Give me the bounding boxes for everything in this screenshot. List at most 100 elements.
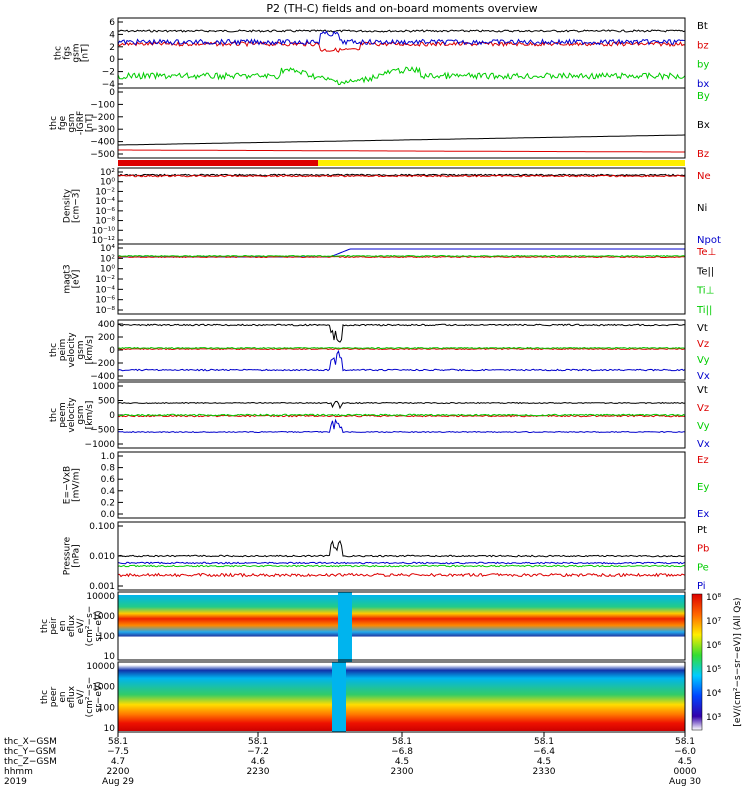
y-tick-label: −1000 [85,440,116,450]
panel-6: thc peem velocity gsm [km/s] 1000 500 0 −500 −100… [49,381,710,450]
y-tick-label: 10⁻⁴ [95,285,115,295]
y-tick-label: −400 [90,138,115,148]
y-axis-label: [eV] [72,270,82,289]
y-axis-label: thc [54,46,64,60]
series-vy [117,413,686,417]
y-tick-label: 10⁻⁴ [95,197,115,207]
legend-entry: Vx [697,439,710,450]
bottom-value: −7.5 [107,747,129,757]
bottom-value: 4.5 [537,757,551,767]
bottom-value: 0000 [674,767,697,777]
legend-entry: Pi [697,581,706,592]
y-axis-label: eV/ [76,689,86,705]
legend-entry: Ez [697,455,709,466]
series-vy [117,346,686,350]
y-tick-label: 0.6 [101,475,116,485]
bottom-value: Aug 30 [669,777,701,787]
y-axis-label: [cm−3] [72,189,82,223]
y-axis-label: peer [49,686,59,707]
panel-8: Pressure [nPa] 0.100 0.010 0.001 Pt Pb Pe Pi [63,521,709,592]
panel-2: thc fge gsm -IGRF [nT] 0 −100 −200 −300 −400 −500 B… [49,87,710,166]
y-axis-label: (cm²−s− [85,606,95,647]
panel-frame [117,167,686,245]
legend-entry: Pe [697,562,709,573]
y-axis-label: en [58,620,68,631]
y-tick-label: −400 [90,372,115,382]
series-pt [117,539,686,558]
electron-burst [332,662,346,732]
y-tick-label: 0.8 [101,464,116,474]
y-axis-label: (cm²−s− [85,677,95,718]
legend-entry: Pt [697,525,707,536]
y-tick-label: 0.100 [89,522,115,532]
bottom-value: 58.1 [534,737,554,747]
series-vt [117,323,686,343]
bottom-value: −6.4 [533,747,555,757]
bottom-row-label: 2019 [4,777,27,787]
series-vx [117,349,686,372]
y-tick-label: −500 [90,150,115,160]
mode-bar-slow [118,160,318,166]
y-tick-label: −100 [90,100,115,110]
bottom-value: 58.1 [248,737,268,747]
bottom-value: −7.2 [247,747,269,757]
y-axis-label: E=−VxB [63,466,73,504]
y-tick-label: 6 [109,18,115,28]
y-tick-label: −2 [102,68,115,78]
y-tick-label: 400 [98,320,115,330]
bottom-row-label: thc_X−GSM [4,737,57,747]
bottom-value: 4.7 [111,757,125,767]
y-tick-label: 10 [104,724,116,734]
bottom-value: 58.1 [392,737,412,747]
legend-entry: Vy [697,421,710,432]
bottom-row-label: thc_Y−GSM [4,747,56,757]
y-tick-label: −500 [90,426,115,436]
y-axis-label: Density [63,188,73,223]
y-tick-label: 10⁴ [100,244,115,254]
series-vz [117,347,686,351]
y-axis-label: thc [49,343,59,357]
panel-frame [117,591,686,661]
legend-entry: Bx [697,120,710,131]
legend-entry: Ni [697,203,707,214]
bottom-value: 2230 [247,767,270,777]
y-axis-label: [km/s] [85,336,95,365]
y-tick-label: 1000 [92,382,115,392]
ion-burst [338,592,352,662]
y-axis-label: sr−eV) [94,681,104,712]
panel-10: thc peer en eflux eV/(cm²−s− sr−eV) 10000 1000 1… [40,661,686,734]
y-tick-label: 10 [104,652,116,662]
y-tick-label: 10⁰ [100,178,115,188]
bottom-value: 4.5 [678,757,692,767]
legend-entry: Bt [697,21,708,32]
y-tick-label: 10⁻¹⁰ [92,226,116,236]
panel-7: E=−VxB [mV/m] 1.0 0.80.6 0.40.2 0.0 Ez Ey Ex [63,451,709,520]
legend-entry: Vt [697,385,708,396]
legend-entry: Te⊥ [696,247,716,258]
legend-entry: By [697,91,710,102]
y-tick-label: 10⁻² [95,275,115,285]
y-tick-label: 0.0 [101,510,116,520]
legend-entry: bz [697,40,709,51]
series-ti-par [117,254,686,258]
y-axis-label: [nPa] [72,544,82,567]
panel-frame [117,319,686,381]
y-axis-label: [nT] [85,114,95,132]
colorbar-tick: 10⁵ [706,665,721,675]
y-axis-label: magt3 [63,264,73,293]
electron-spectrogram [118,665,685,731]
bottom-value: 4.6 [251,757,266,767]
y-axis-label: thc [49,408,59,422]
legend-entry: Vz [697,403,709,414]
legend-entry: Ex [697,509,709,520]
series-bt [117,29,686,33]
y-tick-label: 1000 [92,683,115,693]
y-axis-label: [mV/m] [72,468,82,502]
panel-5: thc peim velocity gsm [km/s]400 200 0 −200 −400 V… [49,319,710,382]
legend-entry: Bz [697,149,709,160]
y-axis-label: eflux [67,614,77,637]
panel-frame [117,17,686,89]
bottom-value: Aug 29 [102,777,134,787]
y-axis-label: gsm [76,405,86,424]
